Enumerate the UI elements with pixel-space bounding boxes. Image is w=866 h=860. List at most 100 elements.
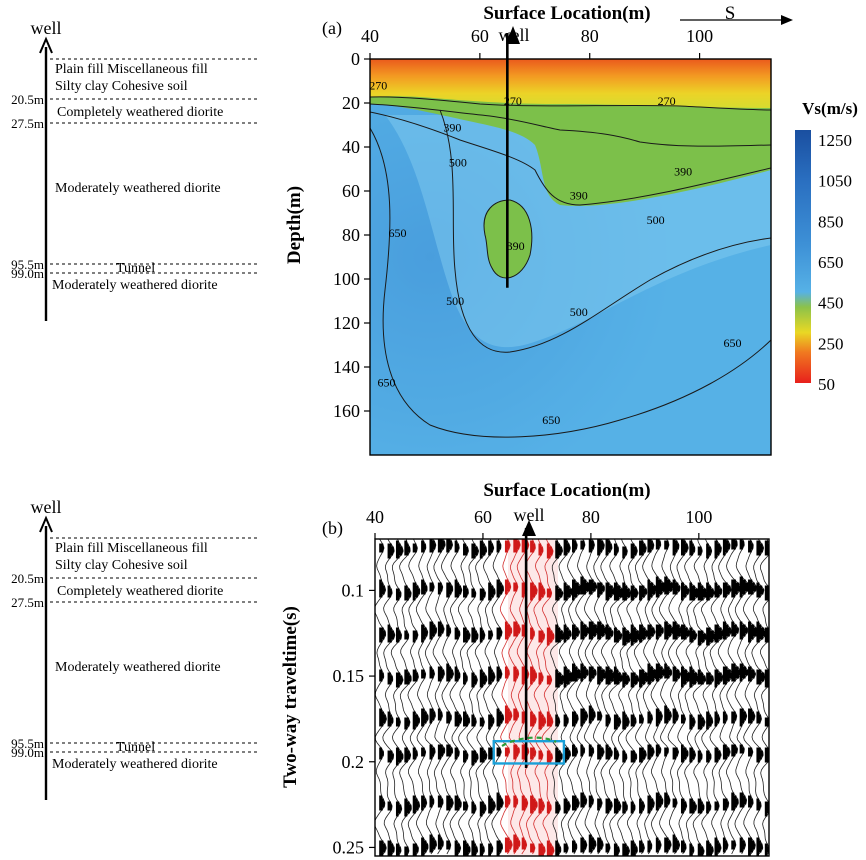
wiggle-fill — [555, 849, 561, 853]
wiggle-fill — [655, 843, 662, 847]
wiggle-fill — [580, 621, 584, 625]
wiggle-fill — [521, 711, 526, 715]
wiggle-fill — [655, 792, 660, 796]
wiggle-fill — [672, 756, 677, 760]
wiggle-fill — [613, 588, 624, 592]
wiggle-fill — [672, 849, 677, 853]
wiggle-fill — [546, 591, 552, 595]
wiggle-fill — [379, 585, 385, 589]
wiggle-fill — [429, 621, 434, 625]
y-tick-label: 0.25 — [333, 837, 365, 857]
wiggle-fill — [555, 555, 559, 559]
wiggle-fill — [680, 753, 689, 757]
wiggle-fill — [555, 801, 559, 805]
wiggle-fill — [446, 669, 453, 673]
wiggle-fill — [572, 636, 576, 640]
wiggle-fill — [454, 798, 461, 802]
wiggle-fill — [597, 756, 602, 760]
wiggle-fill — [463, 846, 471, 850]
wiggle-fill — [504, 624, 510, 628]
wiggle-fill — [672, 804, 677, 808]
wiggle-fill — [706, 597, 710, 601]
wiggle-fill — [664, 591, 669, 595]
wiggle-fill — [714, 756, 721, 760]
wiggle-fill — [379, 633, 386, 637]
wiggle-fill — [655, 591, 663, 595]
wiggle-fill — [664, 798, 671, 802]
wiggle-fill — [622, 672, 627, 676]
wiggle-fill — [513, 834, 517, 838]
wiggle-fill — [647, 714, 653, 718]
wiggle-fill — [605, 807, 612, 811]
wiggle-fill — [446, 630, 451, 634]
wiggle-fill — [664, 714, 672, 718]
wiggle-fill — [697, 720, 706, 724]
wiggle-fill — [731, 675, 740, 679]
wiggle-fill — [664, 846, 671, 850]
wiggle-fill — [379, 807, 383, 811]
wiggle-fill — [706, 552, 711, 556]
wiggle-fill — [429, 798, 434, 802]
wiggle-fill — [739, 666, 747, 670]
wiggle-fill — [647, 627, 655, 631]
wiggle-fill — [580, 627, 589, 631]
wiggle-fill — [454, 549, 459, 553]
wiggle-fill — [622, 627, 626, 631]
wiggle-fill — [546, 588, 551, 592]
wiggle-fill — [463, 807, 468, 811]
wiggle-fill — [647, 636, 651, 640]
wiggle-fill — [513, 711, 519, 715]
wiggle-fill — [437, 843, 444, 847]
wiggle-fill — [748, 801, 754, 805]
wiggle-fill — [672, 666, 677, 670]
wiggle-fill — [395, 594, 401, 598]
wiggle-fill — [488, 798, 493, 802]
wiggle-fill — [496, 717, 504, 721]
wiggle-fill — [697, 756, 703, 760]
wiggle-fill — [613, 543, 618, 547]
wiggle-fill — [496, 543, 502, 547]
wiggle-fill — [471, 846, 478, 850]
wiggle-fill — [689, 630, 696, 634]
y-tick-label: 0.15 — [333, 666, 365, 686]
wiggle-fill — [605, 666, 610, 670]
wiggle-fill — [597, 552, 601, 556]
wiggle-fill — [479, 669, 483, 673]
wiggle-fill — [597, 744, 601, 748]
wiggle-fill — [722, 540, 729, 544]
wiggle-fill — [731, 744, 736, 748]
wiggle-fill — [421, 801, 427, 805]
wiggle-fill — [471, 759, 477, 763]
wiggle-fill — [748, 543, 754, 547]
wiggle-fill — [680, 588, 690, 592]
wiggle-fill — [655, 807, 659, 811]
wiggle-fill — [496, 720, 503, 724]
wiggle-fill — [496, 795, 501, 799]
wiggle-fill — [387, 594, 392, 598]
wiggle-fill — [555, 591, 564, 595]
wiggle-fill — [722, 630, 732, 634]
wiggle-fill — [622, 756, 627, 760]
wiggle-fill — [639, 849, 644, 853]
wiggle-fill — [622, 711, 626, 715]
wiggle-fill — [395, 723, 400, 727]
wiggle-fill — [605, 681, 611, 685]
wiggle-fill — [722, 840, 728, 844]
wiggle-fill — [412, 585, 419, 589]
wiggle-fill — [488, 672, 495, 676]
wiggle-fill — [496, 546, 501, 550]
wiggle-fill — [563, 723, 567, 727]
wiggle-fill — [613, 801, 620, 805]
wiggle-fill — [672, 633, 681, 637]
wiggle-fill — [689, 756, 695, 760]
wiggle-fill — [496, 678, 500, 682]
wiggle-fill — [748, 540, 752, 544]
wiggle-fill — [538, 672, 543, 676]
wiggle-fill — [479, 588, 485, 592]
wiggle-fill — [471, 852, 477, 856]
wiggle-fill — [630, 597, 635, 601]
wiggle-fill — [680, 849, 685, 853]
wiggle-fill — [664, 546, 669, 550]
y-tick-label: 40 — [342, 137, 360, 157]
